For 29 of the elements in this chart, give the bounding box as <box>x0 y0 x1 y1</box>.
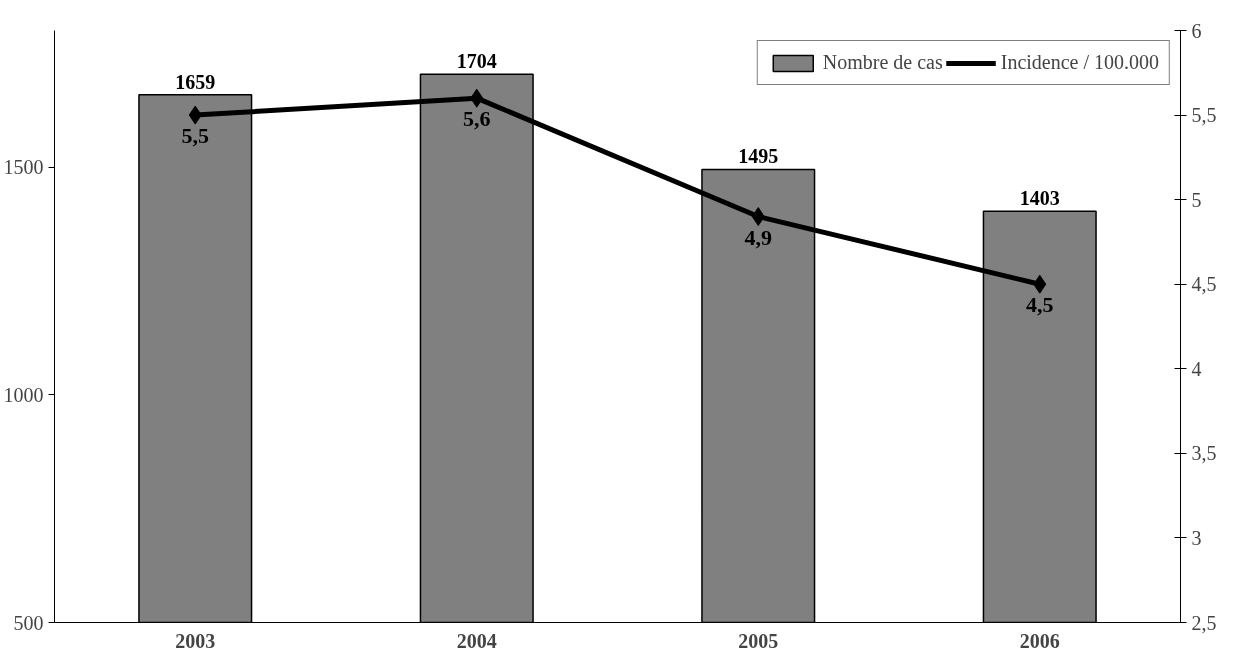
data-label: 4,9 <box>744 224 772 250</box>
point <box>188 105 202 125</box>
y-tick-label: 1500 <box>3 156 44 179</box>
x-tick-label: 2006 <box>1019 629 1060 652</box>
point <box>1033 274 1047 294</box>
y2-tick-label: 4,5 <box>1191 273 1217 296</box>
y2-tick-label: 3,5 <box>1191 442 1217 465</box>
legend-label: Nombre de cas <box>822 51 943 74</box>
y2-tick-label: 4 <box>1191 357 1202 380</box>
y-tick-label: 1000 <box>3 383 44 406</box>
data-label: 1659 <box>175 70 216 93</box>
legend-label: Incidence / 100.000 <box>1000 51 1159 74</box>
point <box>751 207 765 227</box>
y2-tick-label: 6 <box>1191 19 1202 42</box>
data-label: 1495 <box>738 145 779 168</box>
y2-tick-label: 3 <box>1191 526 1202 549</box>
x-tick-label: 2005 <box>738 629 779 652</box>
y-tick-label: 500 <box>13 611 44 634</box>
y2-tick-label: 5,5 <box>1191 104 1217 127</box>
data-label: 1704 <box>456 50 497 73</box>
data-label: 4,5 <box>1026 292 1054 318</box>
y2-tick-label: 5 <box>1191 188 1202 211</box>
y2-tick-label: 2,5 <box>1191 611 1217 634</box>
data-label: 5,5 <box>181 123 209 149</box>
x-tick-label: 2004 <box>456 629 497 652</box>
point <box>470 88 484 108</box>
data-label: 1403 <box>1019 187 1060 210</box>
x-tick-label: 2003 <box>175 629 216 652</box>
data-label: 5,6 <box>463 106 491 132</box>
